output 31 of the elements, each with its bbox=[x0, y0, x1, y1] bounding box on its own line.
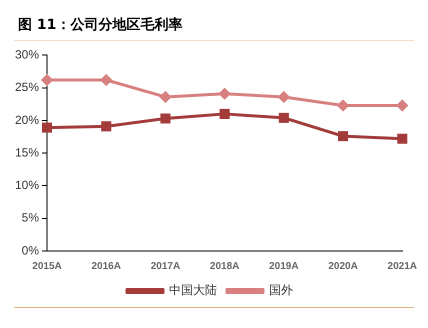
point bbox=[338, 131, 348, 142]
point bbox=[100, 74, 112, 86]
y-tick-label: 30% bbox=[14, 48, 40, 62]
x-tick-label: 2018A bbox=[210, 260, 240, 272]
y-tick-label: 5% bbox=[22, 210, 40, 225]
y-tick-label: 0% bbox=[22, 243, 40, 258]
y-tick-label: 10% bbox=[14, 178, 40, 192]
chart-title: 图 11：公司分地区毛利率 bbox=[17, 16, 184, 35]
point bbox=[278, 112, 289, 123]
point bbox=[42, 122, 52, 133]
x-tick-label: 2021A bbox=[388, 260, 417, 272]
x-tick-label: 2020A bbox=[328, 260, 358, 272]
y-tick-label: 25% bbox=[14, 80, 40, 94]
point bbox=[160, 91, 171, 102]
point bbox=[42, 74, 53, 86]
y-tick-label: 20% bbox=[14, 112, 40, 127]
legend-label: 国外 bbox=[269, 283, 293, 298]
point bbox=[338, 100, 349, 111]
x-tick-label: 2016A bbox=[91, 260, 121, 272]
x-tick-label: 2019A bbox=[269, 260, 299, 272]
point bbox=[101, 121, 112, 132]
x-tick-label: 2015A bbox=[32, 260, 62, 272]
point bbox=[219, 88, 230, 100]
y-tick-label: 15% bbox=[14, 145, 40, 160]
x-tick-label: 2017A bbox=[150, 260, 180, 272]
point bbox=[160, 113, 170, 124]
point bbox=[278, 91, 290, 102]
legend-label: 中国大陆 bbox=[169, 283, 217, 298]
point bbox=[396, 100, 408, 111]
point bbox=[397, 134, 408, 144]
point bbox=[220, 108, 230, 119]
